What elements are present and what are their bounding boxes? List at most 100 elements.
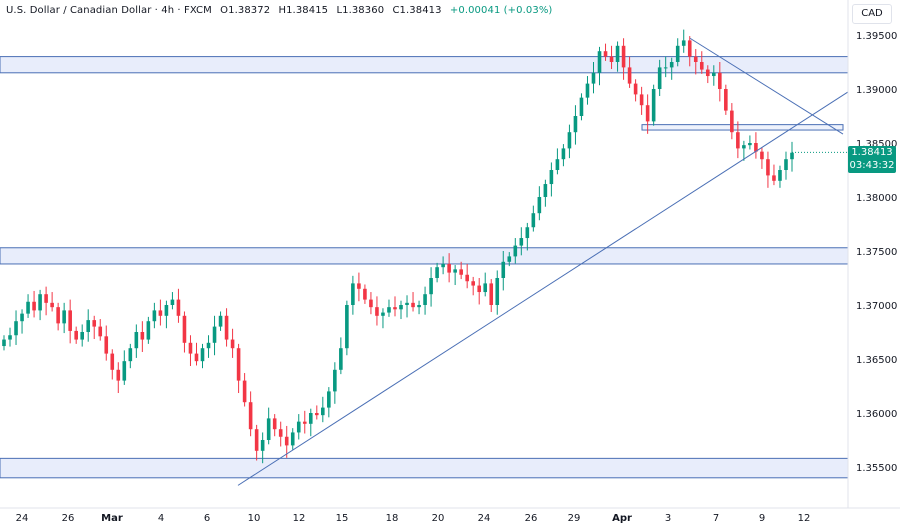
candle-body bbox=[86, 320, 91, 332]
candle-body bbox=[176, 299, 181, 316]
price-tick-label: 1.36500 bbox=[856, 355, 897, 366]
time-tick-label: 18 bbox=[386, 513, 399, 524]
candle-body bbox=[657, 67, 662, 89]
candle-body bbox=[429, 278, 433, 295]
candle-body bbox=[32, 301, 36, 311]
time-tick-label: 12 bbox=[798, 513, 811, 524]
ohlc-low: L1.38360 bbox=[336, 5, 385, 16]
time-tick-label: 24 bbox=[16, 513, 29, 524]
candle-body bbox=[561, 148, 566, 160]
candle-body bbox=[26, 301, 30, 314]
candle-body bbox=[441, 263, 445, 268]
candle-body bbox=[766, 159, 770, 176]
time-tick-label: 29 bbox=[568, 513, 581, 524]
candle-body bbox=[266, 418, 271, 440]
candle-body bbox=[417, 305, 421, 308]
candle-body bbox=[375, 307, 379, 316]
candle-body bbox=[248, 402, 253, 430]
candle-body bbox=[296, 421, 301, 433]
candle-body bbox=[44, 294, 48, 303]
symbol-header: U.S. Dollar / Canadian Dollar · 4h · FXC… bbox=[6, 5, 557, 16]
zone-3 bbox=[0, 457, 849, 479]
candle-body bbox=[507, 256, 512, 262]
candle-body bbox=[567, 132, 572, 149]
zone-layer bbox=[0, 56, 849, 479]
candle-body bbox=[387, 307, 391, 313]
time-tick-label: 26 bbox=[62, 513, 75, 524]
candle-body bbox=[224, 315, 229, 340]
zone-4 bbox=[641, 124, 844, 131]
candle-body bbox=[772, 175, 776, 181]
candle-body bbox=[200, 348, 205, 362]
candle-body bbox=[188, 342, 193, 354]
candle-body bbox=[537, 197, 542, 214]
candle-body bbox=[603, 51, 608, 57]
candle-body bbox=[339, 348, 343, 370]
candle-body bbox=[158, 310, 163, 316]
candle-body bbox=[549, 170, 554, 185]
candle-body bbox=[302, 421, 307, 424]
time-tick-label: 12 bbox=[293, 513, 306, 524]
candle-body bbox=[321, 407, 325, 416]
candle-body bbox=[754, 143, 758, 152]
candle-body bbox=[14, 321, 18, 336]
candle-body bbox=[489, 283, 494, 305]
candle-body bbox=[50, 302, 54, 308]
candle-body bbox=[693, 56, 698, 62]
candle-body bbox=[260, 440, 265, 451]
candle-body bbox=[164, 305, 169, 316]
candle-body bbox=[615, 45, 620, 62]
candle-body bbox=[675, 45, 680, 62]
candle-body bbox=[206, 342, 211, 349]
candle-body bbox=[699, 62, 704, 70]
time-tick-label: 9 bbox=[759, 513, 765, 524]
candle-body bbox=[411, 302, 415, 308]
ohlc-high: H1.38415 bbox=[278, 5, 329, 16]
candle-body bbox=[38, 294, 42, 311]
candle-body bbox=[236, 348, 241, 381]
price-axis[interactable]: 1.39500 1.39000 1.38500 1.38000 1.37500 1.370… bbox=[856, 31, 897, 474]
candle-body bbox=[104, 336, 109, 354]
currency-button[interactable]: CAD bbox=[852, 4, 892, 24]
ohlc-close: C1.38413 bbox=[392, 5, 442, 16]
candle-body bbox=[230, 339, 235, 349]
candle-body bbox=[393, 307, 397, 310]
candle-body bbox=[314, 413, 319, 416]
candle-body bbox=[633, 83, 638, 95]
time-axis[interactable]: 24 26 Mar 4 6 10 12 15 18 20 24 26 29 Apr 3 7 9 12 bbox=[16, 513, 811, 524]
candle-body bbox=[681, 40, 686, 46]
time-tick-label: 15 bbox=[336, 513, 349, 524]
candle-body bbox=[525, 227, 530, 239]
last-price-tag: 1.38413 03:43:32 bbox=[848, 146, 896, 173]
candle-body bbox=[405, 302, 409, 305]
time-tick-label: Mar bbox=[101, 513, 123, 524]
candle-body bbox=[465, 274, 469, 282]
candle-body bbox=[333, 369, 337, 392]
candle-body bbox=[627, 67, 632, 84]
candle-body bbox=[92, 320, 97, 327]
candle-body bbox=[742, 145, 746, 149]
candle-body bbox=[591, 72, 596, 84]
candles-layer bbox=[2, 29, 794, 464]
price-tick-label: 1.37500 bbox=[856, 247, 897, 258]
candle-body bbox=[62, 310, 66, 324]
candle-body bbox=[519, 238, 524, 246]
candle-body bbox=[182, 315, 187, 343]
candle-body bbox=[194, 353, 199, 362]
time-tick-label: 20 bbox=[432, 513, 445, 524]
candle-body bbox=[651, 89, 656, 122]
candle-body bbox=[483, 283, 488, 293]
candle-body bbox=[663, 67, 668, 69]
symbol-title[interactable]: U.S. Dollar / Canadian Dollar · 4h · FXC… bbox=[6, 5, 212, 16]
candle-body bbox=[290, 432, 295, 446]
candle-body bbox=[152, 310, 157, 322]
time-tick-label: 3 bbox=[665, 513, 671, 524]
candle-body bbox=[760, 151, 764, 160]
candle-body bbox=[501, 261, 506, 278]
candle-body bbox=[471, 281, 475, 286]
candle-body bbox=[272, 418, 277, 430]
candle-body bbox=[705, 69, 710, 77]
candle-body bbox=[218, 315, 223, 327]
candle-body bbox=[447, 263, 451, 273]
